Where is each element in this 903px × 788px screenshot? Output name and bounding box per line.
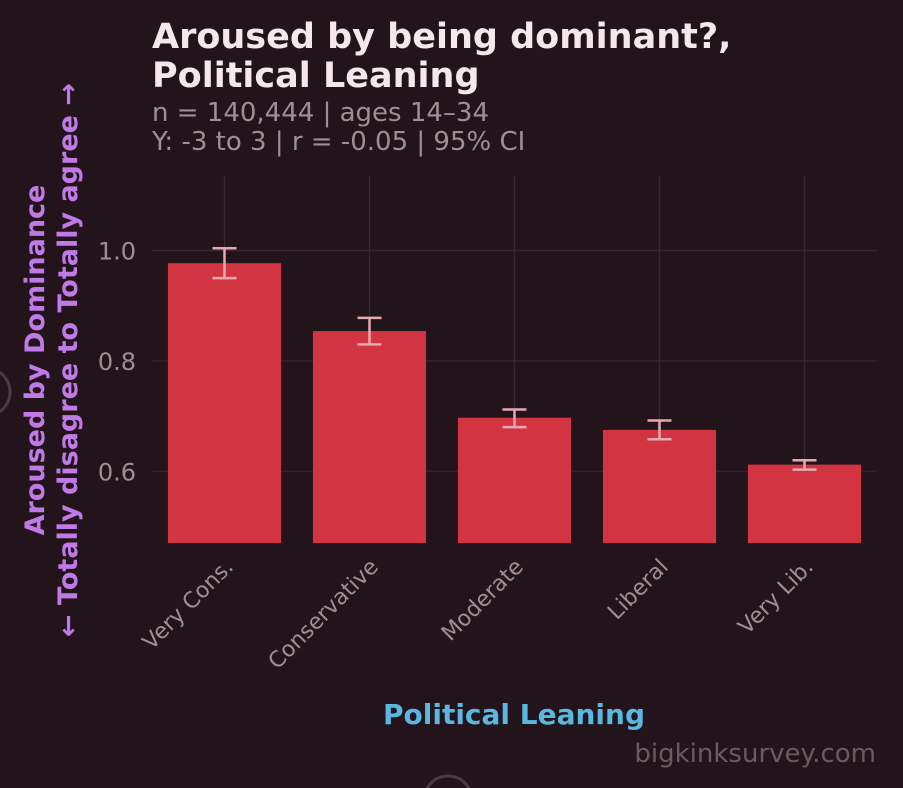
bar	[167, 263, 282, 543]
x-tick-label: Conservative	[264, 555, 384, 675]
y-tick-label: 1.0	[98, 238, 136, 266]
error-bar	[357, 316, 382, 346]
error-bar	[212, 247, 237, 280]
y-axis-label-line2: ← Totally disagree to Totally agree →	[53, 83, 84, 637]
y-axis-ticks: 0.6 0.8 1.0	[98, 238, 136, 487]
bar	[602, 429, 717, 543]
x-tick-label: Liberal	[603, 555, 673, 625]
y-tick-label: 0.6	[98, 458, 136, 486]
watermark: bigkinksurvey.com	[634, 739, 876, 769]
x-axis-label: Political Leaning	[383, 698, 645, 731]
error-bar	[647, 419, 672, 441]
chart-title-line2: Political Leaning	[152, 56, 480, 96]
edge-ring-icon	[425, 774, 471, 788]
y-tick-label: 0.8	[98, 348, 136, 376]
error-bar	[502, 408, 527, 429]
x-tick-label: Very Cons.	[138, 555, 239, 656]
chart-title-line1: Aroused by being dominant?,	[152, 17, 731, 57]
error-bars	[212, 247, 817, 471]
error-bar	[792, 458, 817, 471]
x-tick-label: Moderate	[437, 555, 529, 647]
y-axis-label-line1: Aroused by Dominance	[20, 185, 51, 536]
bar	[457, 417, 572, 543]
chart-subtitle-line2: Y: -3 to 3 | r = -0.05 | 95% CI	[151, 127, 525, 157]
bars	[167, 263, 862, 543]
bar	[747, 464, 862, 543]
chart-subtitle-line1: n = 140,444 | ages 14–34	[152, 98, 489, 128]
bar	[312, 331, 427, 543]
x-tick-label: Very Lib.	[734, 555, 819, 640]
edge-ring-icon	[0, 370, 12, 414]
x-axis-ticks: Very Cons. Conservative Moderate Liberal Ver…	[138, 555, 819, 675]
